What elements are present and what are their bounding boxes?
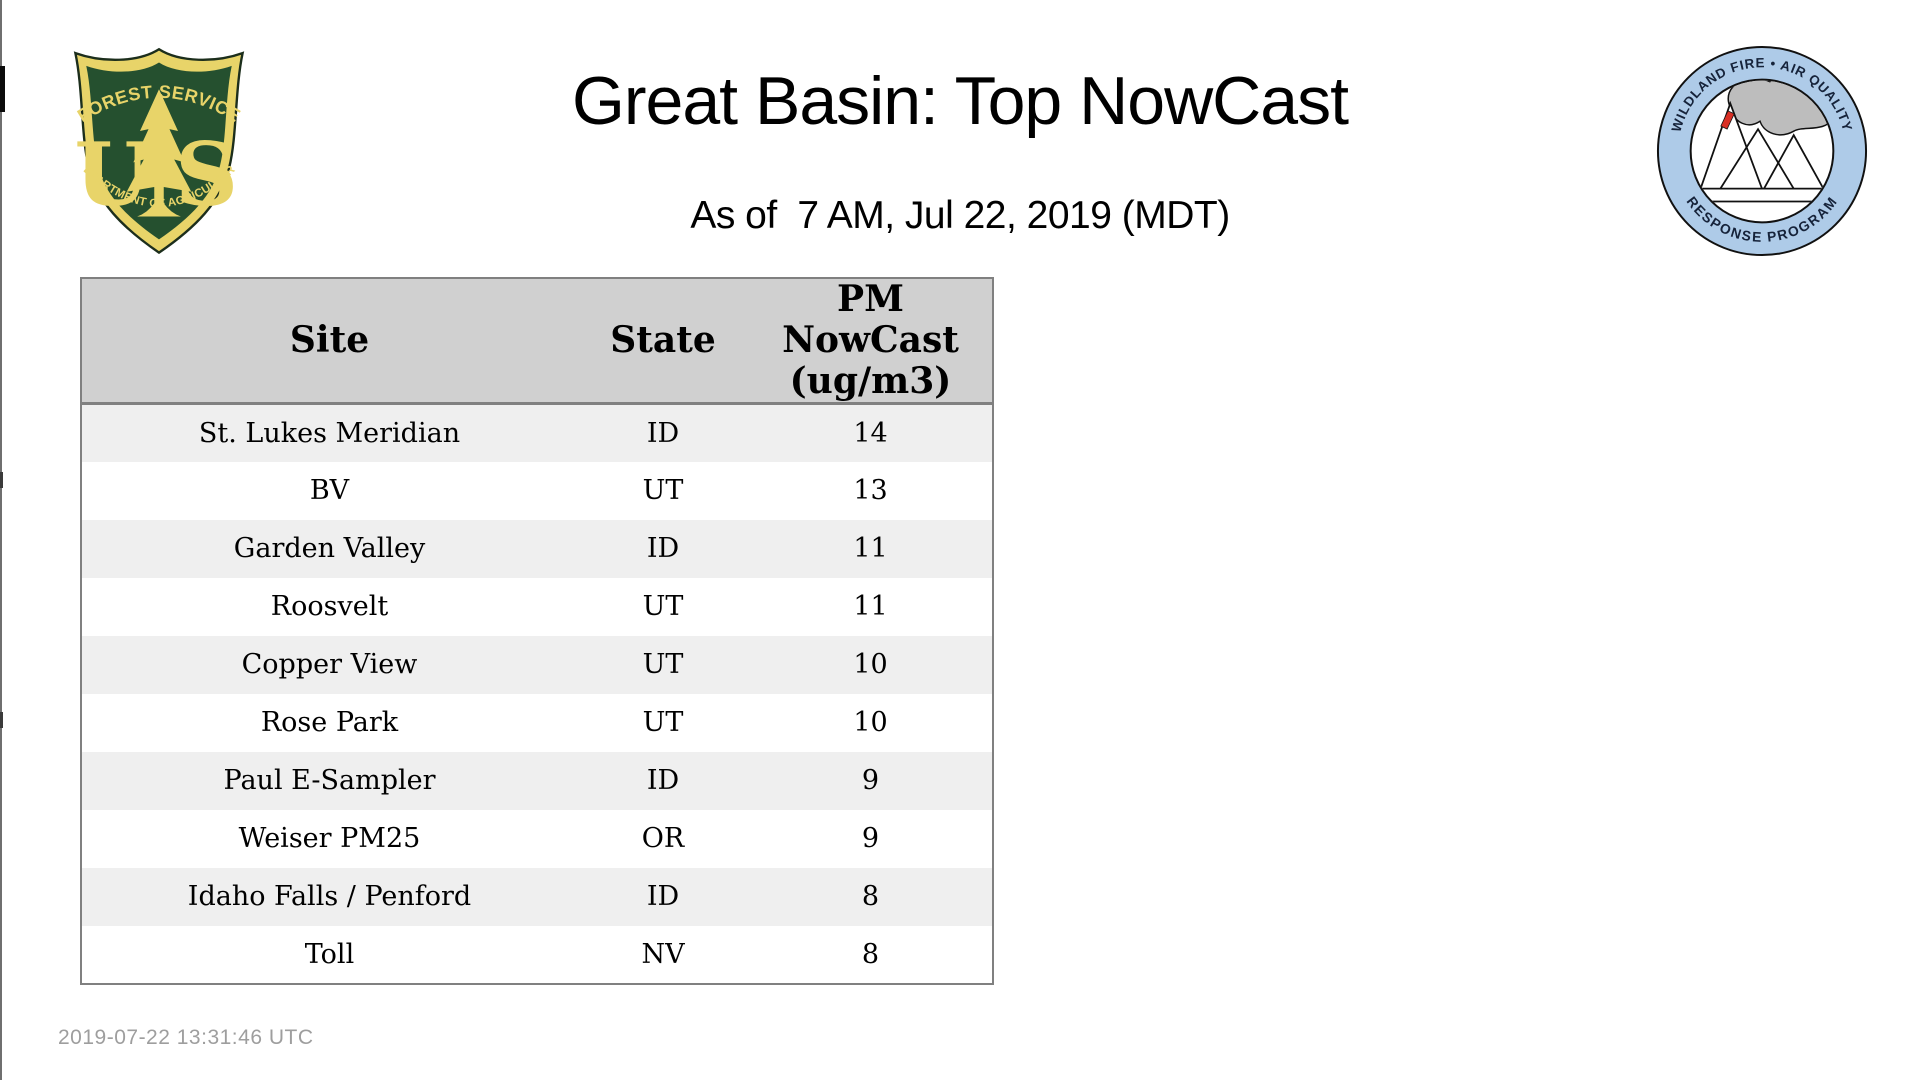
value-cell: 9 [749, 751, 993, 810]
value-cell: 14 [749, 403, 993, 462]
table-row: Roosvelt UT 11 [81, 577, 993, 636]
site-cell: BV [81, 461, 577, 520]
state-cell: UT [577, 577, 749, 636]
value-cell: 11 [749, 519, 993, 578]
state-cell: ID [577, 751, 749, 810]
state-cell: NV [577, 925, 749, 984]
table-row: Garden Valley ID 11 [81, 519, 993, 578]
value-cell: 8 [749, 925, 993, 984]
state-cell: ID [577, 867, 749, 926]
table-row: St. Lukes Meridian ID 14 [81, 403, 993, 462]
value-cell: 13 [749, 461, 993, 520]
table-row: Idaho Falls / Penford ID 8 [81, 867, 993, 926]
table-row: Rose Park UT 10 [81, 693, 993, 752]
shield-letter-s: S [175, 123, 238, 226]
window-edge-mark [0, 712, 3, 728]
state-cell: UT [577, 461, 749, 520]
state-cell: UT [577, 693, 749, 752]
footer-timestamp: 2019-07-22 13:31:46 UTC [58, 1026, 314, 1049]
site-cell: Paul E-Sampler [81, 751, 577, 810]
flame-mark-icon [1720, 110, 1735, 130]
site-cell: Garden Valley [81, 519, 577, 578]
mountains-outline [1691, 100, 1833, 203]
site-cell: Idaho Falls / Penford [81, 867, 577, 926]
site-cell: Roosvelt [81, 577, 577, 636]
value-cell: 8 [749, 867, 993, 926]
forest-service-logo-icon: FOREST SERVICE U S DEPARTMENT OF AGRICUL… [64, 40, 245, 255]
state-cell: OR [577, 809, 749, 868]
site-cell: Rose Park [81, 693, 577, 752]
pine-tree-icon [126, 89, 192, 217]
nowcast-table: Site State PM NowCast (ug/m3) St. Lukes … [80, 277, 994, 985]
table-row: BV UT 13 [81, 461, 993, 520]
mountains-fill [1700, 103, 1824, 189]
value-cell: 9 [749, 809, 993, 868]
table-row: Copper View UT 10 [81, 635, 993, 694]
table-row: Weiser PM25 OR 9 [81, 809, 993, 868]
table-row: Toll NV 8 [81, 925, 993, 984]
page-subtitle: As of 7 AM, Jul 22, 2019 (MDT) [690, 194, 1230, 237]
table-row: Paul E-Sampler ID 9 [81, 751, 993, 810]
state-cell: UT [577, 635, 749, 694]
value-cell: 11 [749, 577, 993, 636]
column-header-site: Site [81, 278, 577, 406]
site-cell: St. Lukes Meridian [81, 403, 577, 462]
window-edge-line [0, 0, 2, 1080]
state-cell: ID [577, 519, 749, 578]
window-edge-mark [0, 66, 5, 112]
site-cell: Toll [81, 925, 577, 984]
site-cell: Copper View [81, 635, 577, 694]
state-cell: ID [577, 403, 749, 462]
column-header-pm: PM NowCast (ug/m3) [749, 278, 993, 406]
site-cell: Weiser PM25 [81, 809, 577, 868]
table-header-row: Site State PM NowCast (ug/m3) [81, 278, 993, 406]
value-cell: 10 [749, 635, 993, 694]
window-edge-mark [0, 472, 3, 488]
value-cell: 10 [749, 693, 993, 752]
column-header-state: State [577, 278, 749, 406]
page-title: Great Basin: Top NowCast [572, 63, 1349, 139]
air-quality-program-logo-icon: WILDLAND FIRE • AIR QUALITY RESPONSE PRO… [1656, 45, 1868, 257]
